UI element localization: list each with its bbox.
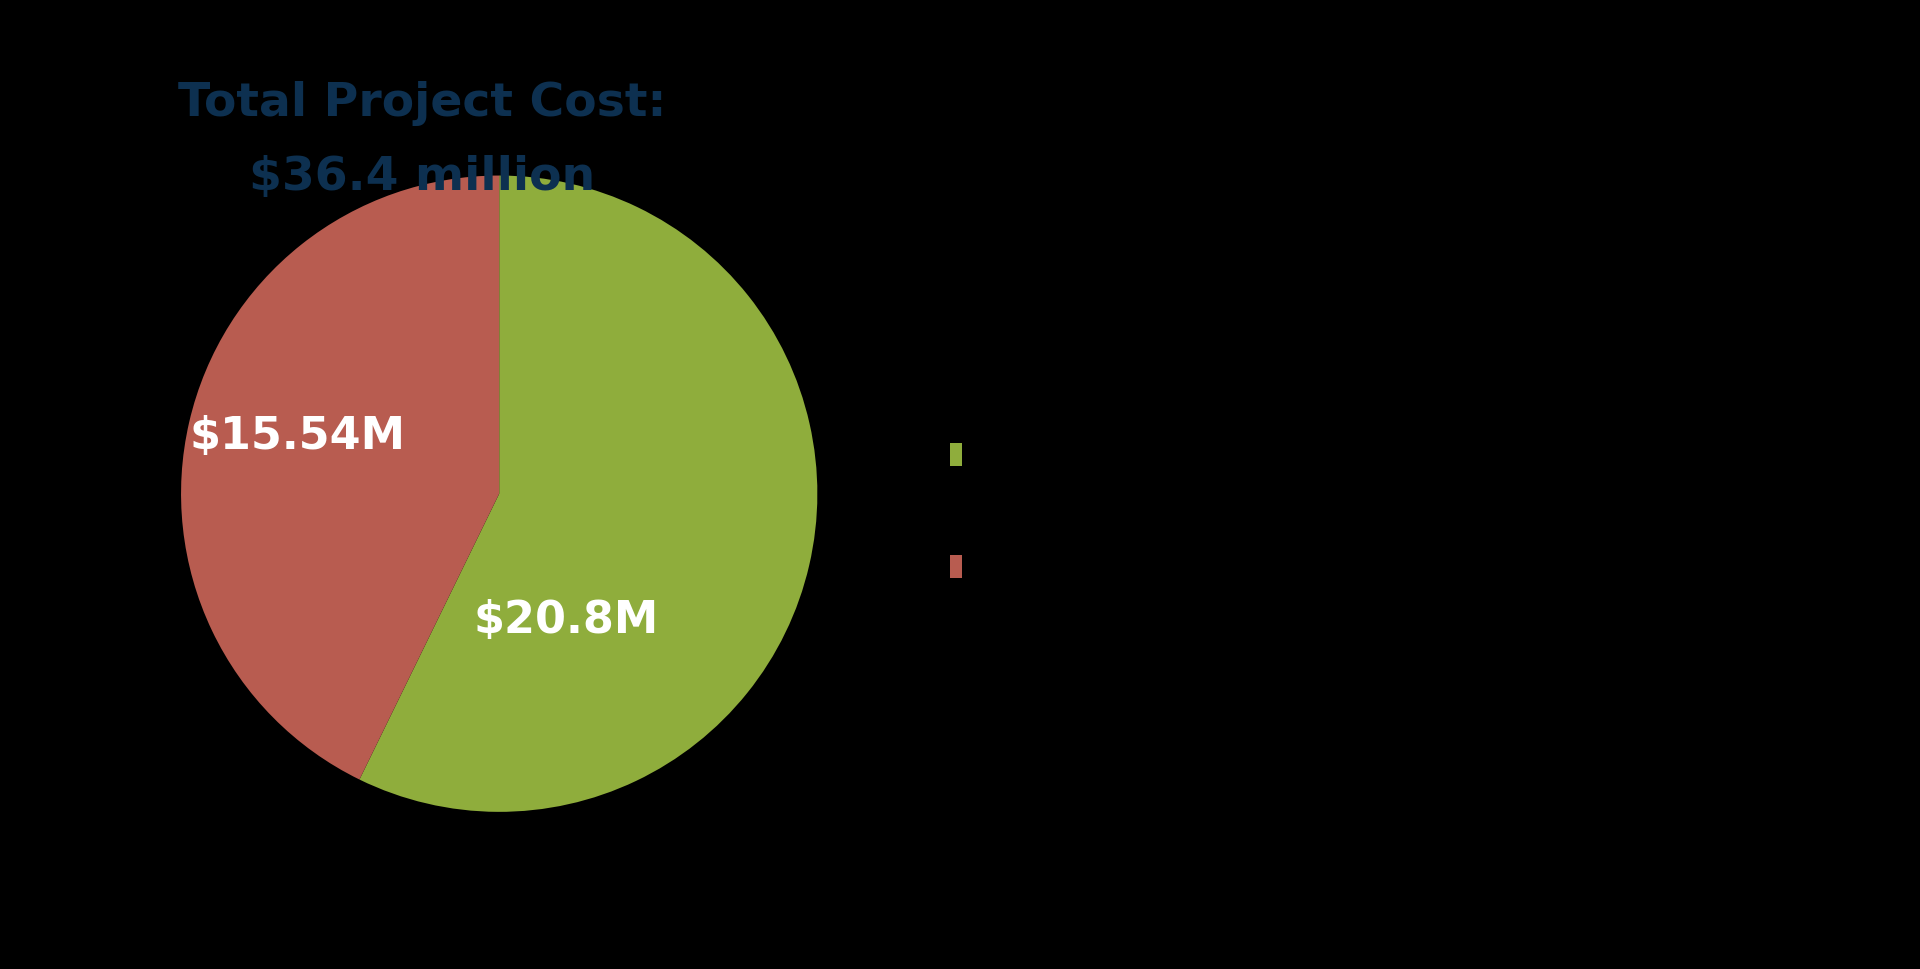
FancyBboxPatch shape (950, 443, 962, 467)
Text: $15.54M: $15.54M (190, 415, 405, 457)
FancyBboxPatch shape (950, 555, 962, 578)
Wedge shape (180, 176, 499, 780)
Text: $36.4 million: $36.4 million (250, 154, 595, 200)
Text: Total Project Cost:: Total Project Cost: (179, 80, 666, 126)
Wedge shape (359, 176, 818, 812)
Text: $20.8M: $20.8M (474, 599, 659, 641)
